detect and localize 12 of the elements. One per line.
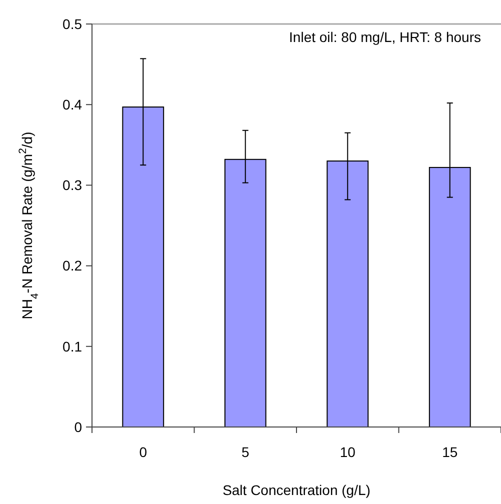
- y-tick-label: 0.2: [62, 258, 82, 274]
- x-axis-title: Salt Concentration (g/L): [222, 482, 370, 498]
- y-tick-label: 0: [74, 418, 82, 435]
- x-tick-label: 0: [139, 444, 148, 460]
- y-tick-label: 0.5: [62, 16, 82, 32]
- x-tick-label: 15: [442, 444, 458, 460]
- annotation: Inlet oil: 80 mg/L, HRT: 8 hours: [289, 29, 481, 45]
- y-tick-label: 0.4: [62, 96, 82, 112]
- x-tick-label: 5: [241, 444, 250, 460]
- y-tick-label: 0.1: [62, 338, 82, 354]
- x-tick-label: 10: [340, 444, 356, 460]
- y-tick-label: 0.3: [62, 177, 82, 194]
